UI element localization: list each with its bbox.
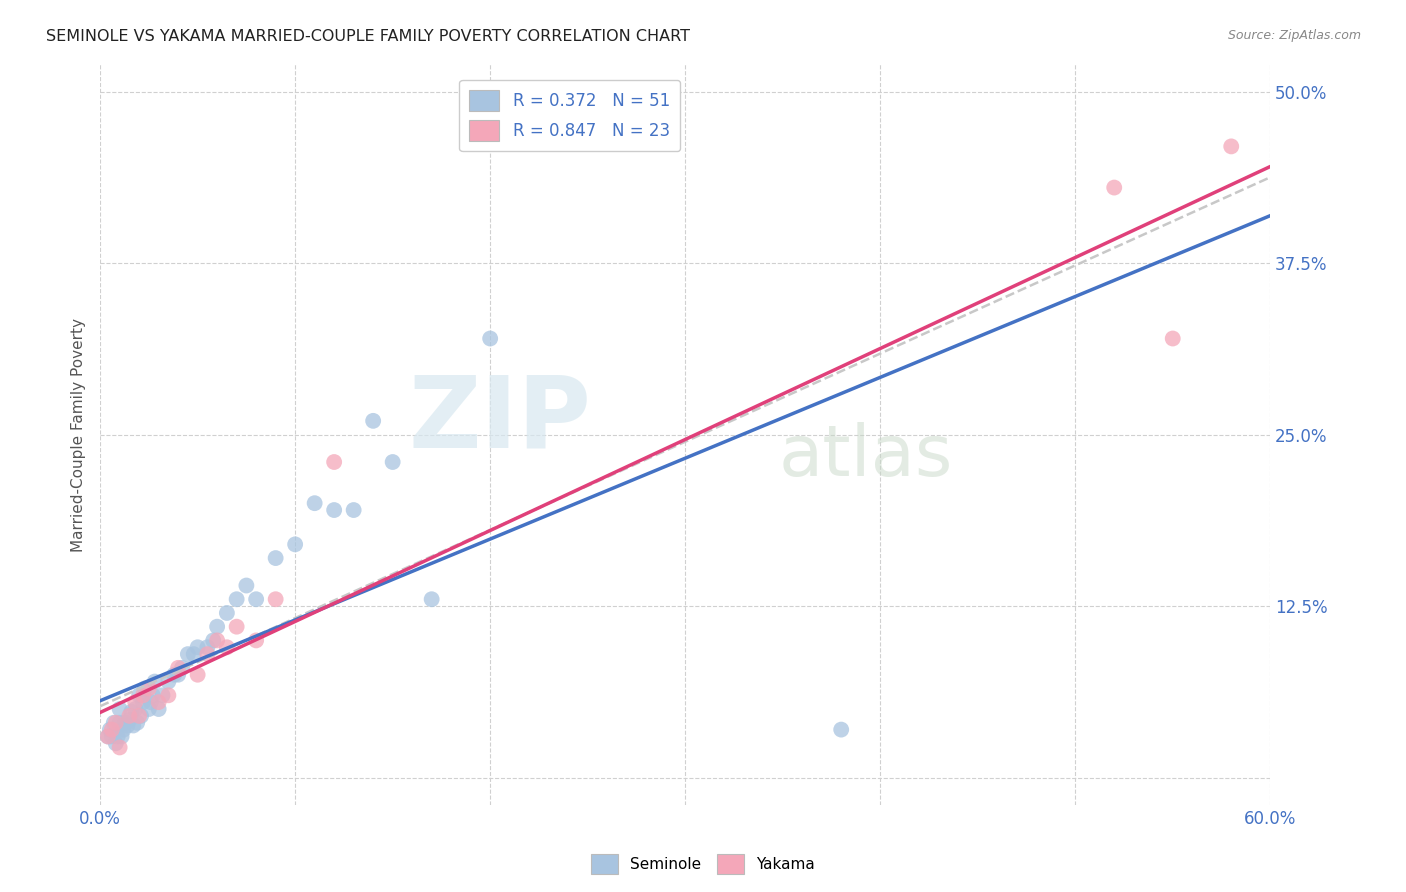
Text: Source: ZipAtlas.com: Source: ZipAtlas.com xyxy=(1227,29,1361,43)
Text: SEMINOLE VS YAKAMA MARRIED-COUPLE FAMILY POVERTY CORRELATION CHART: SEMINOLE VS YAKAMA MARRIED-COUPLE FAMILY… xyxy=(46,29,690,45)
Point xyxy=(122,718,145,732)
Point xyxy=(127,715,149,730)
Point xyxy=(323,455,346,469)
Point xyxy=(124,702,146,716)
Point xyxy=(323,503,346,517)
Point xyxy=(142,688,165,702)
Point xyxy=(245,633,267,648)
Point xyxy=(97,730,120,744)
Point xyxy=(118,713,141,727)
Point xyxy=(361,414,384,428)
Point xyxy=(138,702,160,716)
Point xyxy=(381,455,404,469)
Point xyxy=(108,715,131,730)
Point xyxy=(167,667,190,681)
Point xyxy=(157,674,180,689)
Point xyxy=(215,640,238,655)
Point xyxy=(108,740,131,755)
Point xyxy=(152,688,174,702)
Point xyxy=(1102,180,1125,194)
Point xyxy=(264,551,287,566)
Point xyxy=(170,661,193,675)
Point xyxy=(245,592,267,607)
Point xyxy=(479,331,502,345)
Point xyxy=(138,681,160,696)
Point xyxy=(139,695,162,709)
Point xyxy=(118,709,141,723)
Point xyxy=(830,723,852,737)
Point xyxy=(1220,139,1243,153)
Point xyxy=(264,592,287,607)
Point xyxy=(143,674,166,689)
Point xyxy=(98,723,121,737)
Point xyxy=(128,709,150,723)
Legend: Seminole, Yakama: Seminole, Yakama xyxy=(585,848,821,880)
Y-axis label: Married-Couple Family Poverty: Married-Couple Family Poverty xyxy=(72,318,86,551)
Point xyxy=(114,715,136,730)
Point xyxy=(163,667,186,681)
Point xyxy=(197,647,219,661)
Point xyxy=(215,606,238,620)
Point xyxy=(205,620,228,634)
Point xyxy=(148,695,170,709)
Point xyxy=(104,736,127,750)
Point xyxy=(103,715,125,730)
Point xyxy=(129,709,152,723)
Point xyxy=(124,695,146,709)
Point xyxy=(112,723,135,737)
Point xyxy=(110,730,132,744)
Point xyxy=(225,620,247,634)
Point xyxy=(197,640,219,655)
Point xyxy=(202,633,225,648)
Point xyxy=(97,730,120,744)
Point xyxy=(205,633,228,648)
Point xyxy=(177,647,200,661)
Point xyxy=(120,705,142,719)
Point xyxy=(343,503,366,517)
Point xyxy=(183,647,205,661)
Point xyxy=(134,681,156,696)
Point xyxy=(104,715,127,730)
Text: atlas: atlas xyxy=(779,422,953,491)
Point xyxy=(157,688,180,702)
Point xyxy=(304,496,326,510)
Point xyxy=(101,723,124,737)
Point xyxy=(187,640,209,655)
Point xyxy=(148,702,170,716)
Point xyxy=(132,695,155,709)
Point xyxy=(117,718,139,732)
Point xyxy=(225,592,247,607)
Point xyxy=(1161,331,1184,345)
Point xyxy=(132,688,155,702)
Legend: R = 0.372   N = 51, R = 0.847   N = 23: R = 0.372 N = 51, R = 0.847 N = 23 xyxy=(460,79,681,151)
Point xyxy=(107,730,129,744)
Point xyxy=(128,688,150,702)
Point xyxy=(167,661,190,675)
Point xyxy=(101,730,124,744)
Point xyxy=(420,592,443,607)
Point xyxy=(108,702,131,716)
Text: ZIP: ZIP xyxy=(409,371,592,468)
Point xyxy=(187,667,209,681)
Point xyxy=(284,537,307,551)
Point xyxy=(235,578,257,592)
